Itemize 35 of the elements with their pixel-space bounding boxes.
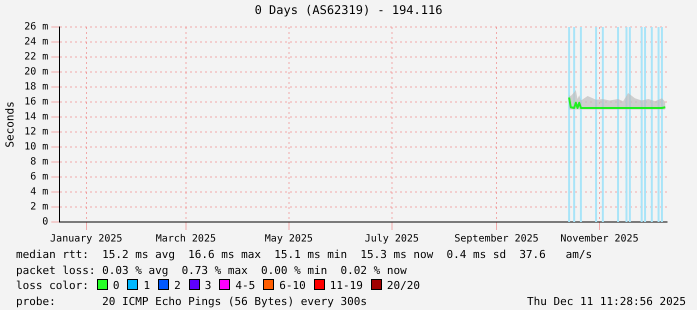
text: median rtt: 15.2 ms avg 16.6 ms max 15.1 ms min 15.3 ms now 0.4 ms sd 37.6 am/s <box>16 247 594 262</box>
text: 2 <box>174 279 181 292</box>
text: probe: 20 ICMP Echo Pings (56 Bytes) every 300s <box>16 294 367 308</box>
text: Thu Dec 11 11:28:56 2025 <box>527 294 686 309</box>
y-tick-label: 24 m <box>24 36 48 48</box>
y-tick-label: 14 m <box>24 112 48 123</box>
text: 11-19 <box>330 279 363 292</box>
text: 20/20 <box>386 279 420 292</box>
text: packet loss: 0.03 % avg 0.73 % max 0.00 % min 0.02 % now <box>16 262 408 278</box>
x-tick-label: September 2025 <box>454 234 539 245</box>
y-tick-label: 18 m <box>24 82 48 93</box>
text: 6-10 <box>279 279 306 292</box>
text: 4-5 <box>235 279 256 292</box>
text: 0 <box>112 279 120 292</box>
y-tick-label: 10 m <box>24 142 48 153</box>
y-tick-label: 2 m <box>30 202 48 213</box>
y-tick-label: 12 m <box>24 126 48 138</box>
y-tick-label: 22 m <box>24 52 48 63</box>
text: 3 <box>204 279 212 292</box>
text: 1 <box>143 279 150 292</box>
y-tick-label: 16 m <box>24 96 48 108</box>
y-tick-label: 8 m <box>30 156 48 168</box>
x-tick-label: May 2025 <box>264 234 313 245</box>
chart-title: 0 Days (AS62319) - 194.116 <box>254 3 444 17</box>
y-axis-title: Seconds <box>3 101 16 148</box>
y-tick-label: 4 m <box>30 186 48 198</box>
y-tick-label: 26 m <box>24 22 48 33</box>
x-tick-label: January 2025 <box>50 234 122 245</box>
x-tick-label: March 2025 <box>156 234 216 245</box>
y-tick-label: 20 m <box>24 66 48 78</box>
x-tick-label: November 2025 <box>560 234 639 245</box>
text: loss color: <box>16 279 89 292</box>
x-tick-label: July 2025 <box>364 234 419 245</box>
y-tick-label: 6 m <box>30 172 48 183</box>
y-tick-label: 0 <box>42 216 48 228</box>
